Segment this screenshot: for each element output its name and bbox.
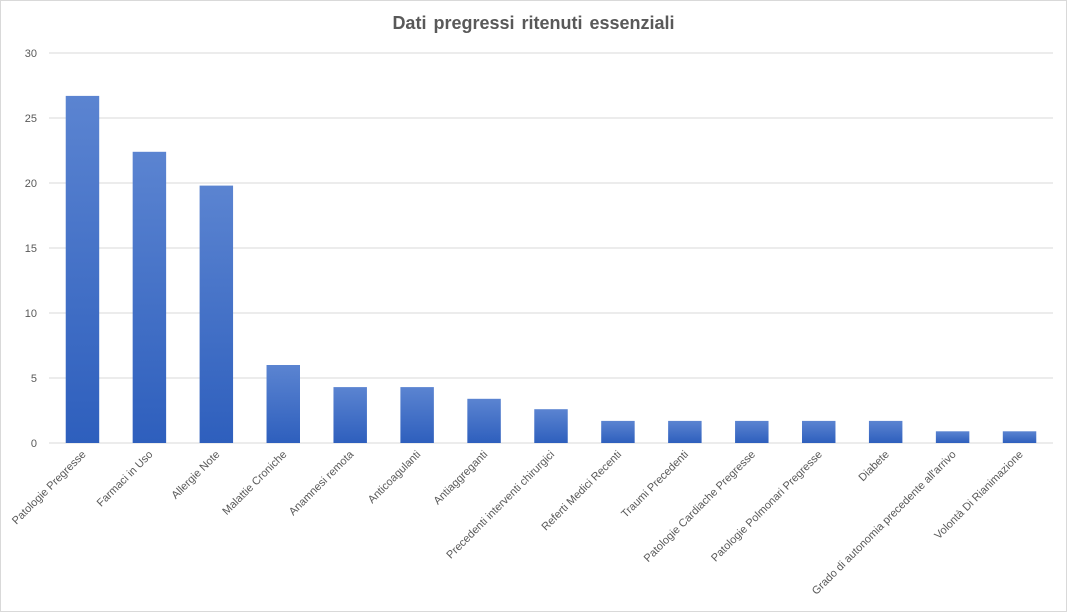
- x-tick-label: Traumi Precedenti: [619, 449, 691, 521]
- bar: [266, 365, 300, 443]
- x-tick-label: Allergie Note: [169, 449, 222, 502]
- bar: [935, 431, 970, 443]
- x-tick-label: Farmaci in Uso: [95, 449, 156, 510]
- bars: [65, 95, 1037, 444]
- bar: [65, 95, 100, 444]
- bar: [735, 420, 769, 443]
- bar: [333, 387, 367, 443]
- y-tick-label: 15: [25, 243, 37, 255]
- y-tick-label: 20: [25, 178, 37, 190]
- y-tick-label: 25: [25, 113, 37, 125]
- y-tick-label: 0: [31, 438, 37, 450]
- x-axis-labels: Patologie Pregresse Farmaci in Uso Allergi…: [10, 448, 1026, 597]
- y-tick-label: 10: [25, 308, 37, 320]
- x-tick-label: Precedenti interventi chirurgici: [444, 449, 557, 562]
- y-tick-label: 30: [25, 48, 37, 60]
- bar: [400, 387, 434, 443]
- x-tick-label: Antiaggreganti: [432, 449, 491, 508]
- x-tick-label: Anamnesi remota: [287, 448, 357, 518]
- x-tick-label: Malattie Croniche: [220, 449, 289, 518]
- bar: [534, 409, 568, 443]
- x-tick-label: Patologie Pregresse: [10, 449, 89, 528]
- bar: [668, 420, 702, 443]
- bar: [1002, 431, 1037, 443]
- bar: [467, 398, 501, 443]
- y-axis-ticks: 0 5 10 15 20 25 30: [25, 48, 37, 450]
- x-tick-label: Anticoagulanti: [366, 449, 423, 506]
- bar: [132, 151, 167, 444]
- chart-title: Dati pregressi ritenuti essenziali: [392, 13, 675, 33]
- bar: [868, 420, 903, 443]
- bar: [601, 420, 635, 443]
- x-tick-label: Patologie Polmonari Pregresse: [709, 449, 825, 565]
- y-tick-label: 5: [31, 373, 37, 385]
- bar: [802, 420, 836, 443]
- x-tick-label: Patologie Cardiache Pregresse: [642, 449, 758, 565]
- x-tick-label: Diabete: [856, 449, 891, 484]
- x-tick-label: Grado di autonomia precedente all'arrivo: [810, 449, 959, 598]
- bar: [199, 185, 234, 443]
